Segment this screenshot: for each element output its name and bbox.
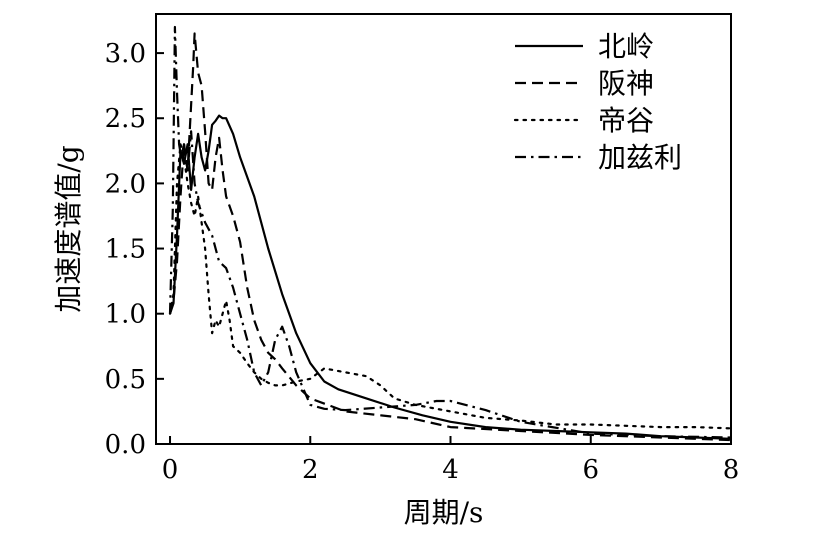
y-tick-label: 1.0 [105,300,146,330]
plot-lines [168,25,733,442]
x-tick-label: 0 [162,455,179,485]
series-line-1 [168,114,732,440]
series-line-2 [168,32,732,442]
x-tick-label: 6 [582,455,599,485]
y-axis-title: 加速度谱值/g [52,145,85,312]
y-tick-label: 2.5 [105,104,146,134]
x-tick-label: 8 [723,455,740,485]
x-axis-title: 周期/s [404,496,484,529]
y-tick-label: 1.5 [105,235,146,265]
series-line-3 [168,143,733,430]
y-tick-label: 3.0 [105,39,146,69]
series-line-4 [168,25,732,439]
legend-label-4: 加兹利 [598,141,682,174]
legend-label-1: 北岭 [598,30,654,63]
legend-label-3: 帝谷 [598,104,654,137]
x-tick-label: 2 [302,455,319,485]
axis-ticks: 0 2 4 6 8 0.0 0.5 1.0 1.5 2.0 2.5 3.0 [105,39,740,485]
y-tick-label: 0.5 [105,365,146,395]
x-tick-label: 4 [442,455,459,485]
plot-frame [155,13,732,445]
legend-label-2: 阪神 [598,67,654,100]
y-tick-label: 0.0 [105,430,146,460]
y-tick-label: 2.0 [105,169,146,199]
